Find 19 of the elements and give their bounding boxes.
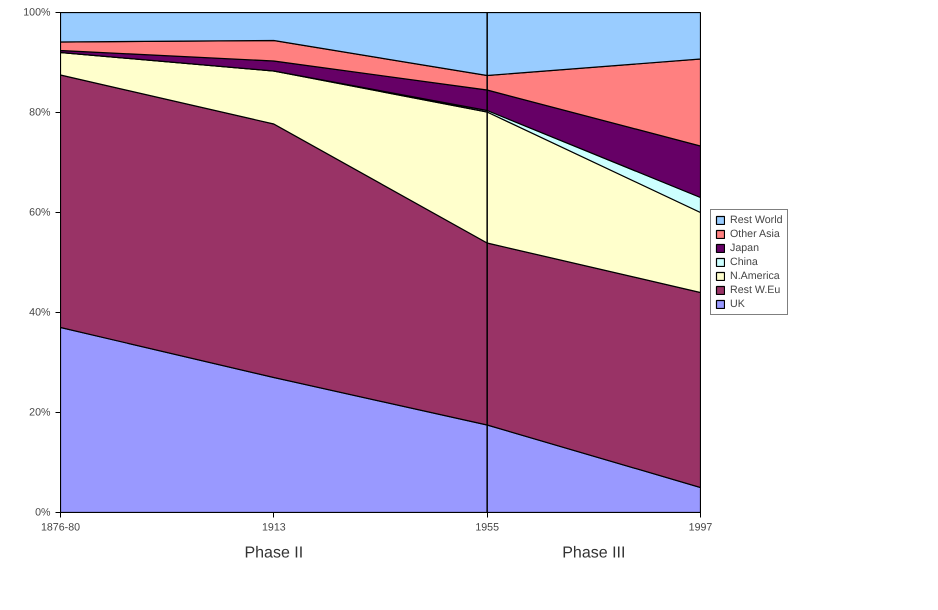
legend-label: Rest World	[730, 214, 783, 226]
x-tick-label: 1876-80	[40, 522, 80, 534]
x-tick-label: 1955	[475, 522, 500, 534]
y-tick-label: 0%	[35, 506, 52, 518]
y-tick-label: 40%	[29, 306, 52, 318]
x-tick-label: 1913	[262, 522, 286, 534]
legend-label: Rest W.Eu	[730, 284, 780, 296]
y-tick-label: 100%	[23, 6, 52, 18]
legend-label: Japan	[730, 242, 760, 254]
text: Phase III	[562, 544, 626, 562]
legend-label: N.America	[730, 270, 780, 282]
x-tick-label: 1997	[688, 522, 712, 534]
legend-label: Other Asia	[730, 228, 780, 240]
y-tick-label: 80%	[29, 106, 52, 118]
legend-label: UK	[730, 298, 746, 310]
text: Phase II	[244, 544, 304, 562]
legend-label: China	[730, 256, 758, 268]
y-tick-label: 20%	[29, 406, 52, 418]
y-tick-label: 60%	[29, 206, 52, 218]
